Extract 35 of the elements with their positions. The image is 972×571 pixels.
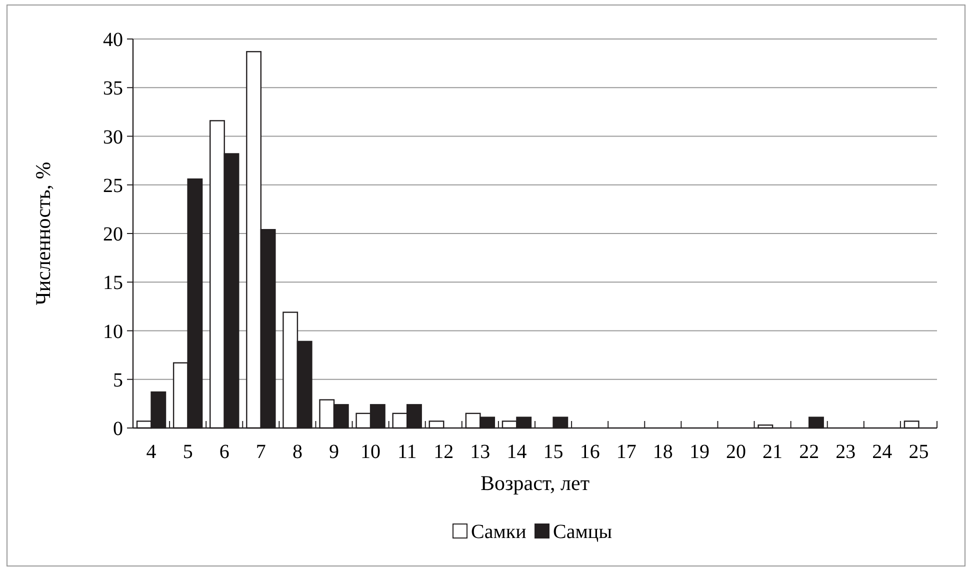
x-tick-label: 13 xyxy=(470,441,490,463)
legend-label: Самцы xyxy=(553,521,612,543)
x-tick-label: 18 xyxy=(652,441,673,463)
x-tick-label: 5 xyxy=(182,441,193,463)
x-tick-label: 25 xyxy=(908,441,929,463)
y-tick-label: 25 xyxy=(103,174,123,197)
x-tick-label: 19 xyxy=(689,441,710,463)
legend-label: Самки xyxy=(471,521,527,543)
y-tick-label: 0 xyxy=(113,418,123,440)
x-axis-title: Возраст, лет xyxy=(480,471,590,495)
y-tick-label: 30 xyxy=(103,126,123,148)
y-tick-label: 20 xyxy=(103,224,123,246)
x-tick-label: 8 xyxy=(292,441,302,463)
x-tick-label: 17 xyxy=(616,441,636,463)
x-tick-label: 11 xyxy=(397,441,417,463)
y-tick-label: 5 xyxy=(113,369,123,392)
y-tick-label: 10 xyxy=(103,320,123,343)
x-tick-label: 22 xyxy=(799,441,820,463)
x-tick-label: 9 xyxy=(329,441,339,463)
x-tick-label: 10 xyxy=(360,441,381,463)
x-tick-label: 20 xyxy=(726,441,746,463)
x-tick-label: 15 xyxy=(543,441,564,463)
x-tick-label: 12 xyxy=(434,441,454,463)
x-tick-label: 21 xyxy=(762,441,783,463)
x-tick-label: 6 xyxy=(219,441,230,463)
x-tick-label: 4 xyxy=(146,441,156,463)
x-tick-label: 16 xyxy=(580,441,600,463)
x-tick-label: 23 xyxy=(836,441,856,463)
y-axis-title: Численность, % xyxy=(31,162,55,306)
x-tick-label: 14 xyxy=(506,441,527,463)
y-tick-label: 15 xyxy=(103,272,123,294)
x-tick-label: 24 xyxy=(872,441,892,463)
x-tick-label: 7 xyxy=(256,441,266,463)
y-tick-label: 35 xyxy=(103,78,123,100)
y-tick-label: 40 xyxy=(103,29,123,51)
